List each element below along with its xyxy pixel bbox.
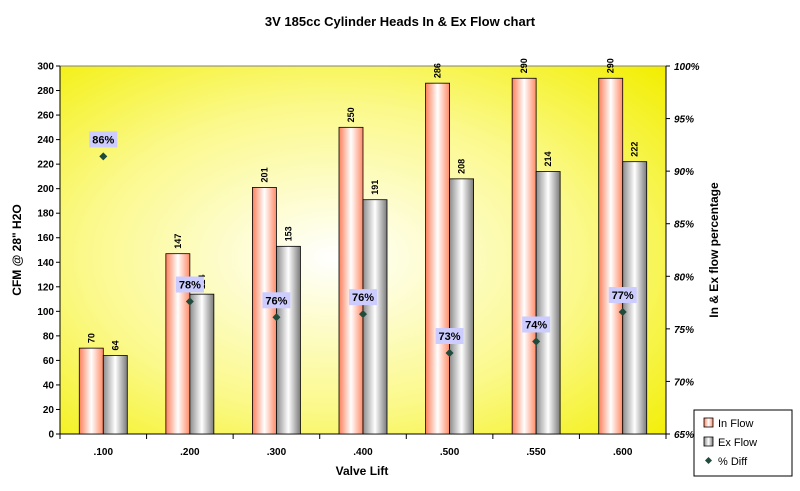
pct-diff-label: 76% — [265, 295, 287, 307]
ex-flow-value-label: 191 — [370, 180, 380, 195]
legend-marker-pct-diff — [705, 457, 712, 464]
chart-title: 3V 185cc Cylinder Heads In & Ex Flow cha… — [265, 14, 536, 29]
pct-label-box — [608, 287, 637, 304]
in-flow-value-label: 290 — [519, 58, 529, 73]
pct-diff-point — [445, 349, 454, 358]
x-tick-label: .600 — [613, 447, 633, 458]
y2-tick-label: 75% — [674, 325, 694, 336]
pct-label-box — [175, 276, 204, 293]
y-tick-label: 80 — [43, 331, 55, 342]
y-tick-label: 160 — [37, 233, 54, 244]
x-tick-label: .550 — [526, 447, 546, 458]
y-tick-label: 60 — [43, 356, 55, 367]
in-flow-value-label: 290 — [606, 58, 616, 73]
in-flow-bar — [598, 77, 624, 435]
x-tick-label: .300 — [267, 447, 287, 458]
y-tick-label: 40 — [43, 380, 55, 391]
bar-series: 7064147114201153250191286208290214290222 — [78, 58, 648, 435]
y-tick-label: 260 — [37, 111, 54, 122]
y-tick-label: 100 — [37, 307, 54, 318]
in-flow-bar — [252, 187, 277, 435]
in-flow-value-label: 250 — [346, 107, 356, 122]
x-tick-label: .500 — [440, 447, 460, 458]
pct-diff-label: 76% — [352, 292, 374, 304]
x-tick-label: .100 — [94, 447, 114, 458]
pct-diff-point — [99, 152, 108, 161]
y-axis-left: 0 20 40 60 80 100 120 140 160 180 200 220 240 260 280 3… — [37, 62, 61, 441]
in-flow-value-label: 201 — [259, 167, 269, 182]
pct-diff-point — [359, 310, 367, 319]
legend-swatch-in-flow — [703, 417, 714, 428]
legend-swatch-ex-flow — [703, 436, 714, 447]
in-flow-bar — [338, 126, 364, 435]
y-tick-label: 140 — [37, 258, 54, 269]
ex-flow-value-label: 208 — [457, 159, 467, 174]
ex-flow-value-label: 64 — [110, 340, 120, 350]
pct-diff-label: 73% — [439, 331, 461, 343]
y2-tick-label: 80% — [674, 272, 694, 283]
ex-flow-value-label: 222 — [630, 142, 640, 157]
pct-label-box — [435, 328, 464, 345]
y-axis-right: 65% 70% 75% 80% 85% 90% 95% 100% — [665, 62, 700, 441]
pct-diff-point — [532, 337, 541, 346]
y-tick-label: 240 — [37, 135, 54, 146]
in-flow-value-label: 70 — [86, 333, 96, 343]
y-axis-title: CFM @ 28" H2O — [10, 204, 24, 295]
pct-diff-label: 74% — [525, 319, 547, 331]
y2-tick-label: 70% — [674, 377, 694, 388]
legend-label-in-flow: In Flow — [718, 418, 754, 430]
pct-label-box — [89, 131, 118, 148]
ex-flow-bar — [449, 178, 474, 435]
legend-label-pct-diff: % Diff — [718, 456, 748, 468]
y-tick-label: 220 — [37, 160, 54, 171]
pct-diff-point — [185, 297, 194, 306]
pct-diff-label: 77% — [612, 290, 634, 302]
x-tick-label: .200 — [180, 447, 200, 458]
y-tick-label: 0 — [48, 430, 54, 441]
pct-label-box — [349, 289, 377, 306]
y-tick-label: 120 — [37, 282, 54, 293]
ex-flow-value-label: 153 — [283, 226, 293, 241]
ex-flow-value-label: 214 — [543, 151, 553, 166]
y2-tick-label: 95% — [674, 115, 694, 126]
y-tick-label: 300 — [37, 62, 54, 73]
x-axis-title: Valve Lift — [336, 464, 389, 478]
pct-label-box — [262, 292, 291, 309]
legend: In Flow Ex Flow % Diff — [693, 409, 793, 477]
pct-diff-point — [272, 313, 281, 322]
pct-label-box — [522, 316, 551, 333]
in-flow-value-label: 147 — [173, 234, 183, 249]
pct-diff-point — [618, 308, 627, 317]
y-tick-label: 280 — [37, 86, 54, 97]
in-flow-bar — [78, 347, 104, 435]
ex-flow-bar — [102, 355, 128, 435]
ex-flow-bar — [535, 171, 561, 435]
in-flow-bar — [511, 77, 537, 435]
y2-tick-label: 100% — [674, 62, 700, 73]
legend-label-ex-flow: Ex Flow — [718, 437, 757, 449]
ex-flow-bar — [276, 245, 301, 435]
x-tick-label: .400 — [353, 447, 373, 458]
in-flow-value-label: 286 — [433, 63, 443, 78]
ex-flow-bar — [362, 199, 388, 435]
y2-tick-label: 90% — [674, 167, 694, 178]
pct-diff-label: 86% — [92, 134, 114, 146]
ex-flow-bar — [189, 293, 215, 435]
pct-diff-label: 78% — [179, 280, 201, 292]
y2-tick-label: 65% — [674, 430, 694, 441]
y-tick-label: 180 — [37, 209, 54, 220]
pct-series: 86% 78% 76% 76% 73% 74% 77% — [89, 131, 637, 358]
y2-tick-label: 85% — [674, 220, 694, 231]
in-flow-bar — [425, 82, 450, 435]
x-axis: .100 .200 .300 .400 .500 .550 .600 — [59, 433, 667, 458]
y2-axis-title: In & Ex flow percentage — [707, 182, 721, 318]
y-tick-label: 20 — [43, 405, 55, 416]
y-tick-label: 200 — [37, 184, 54, 195]
